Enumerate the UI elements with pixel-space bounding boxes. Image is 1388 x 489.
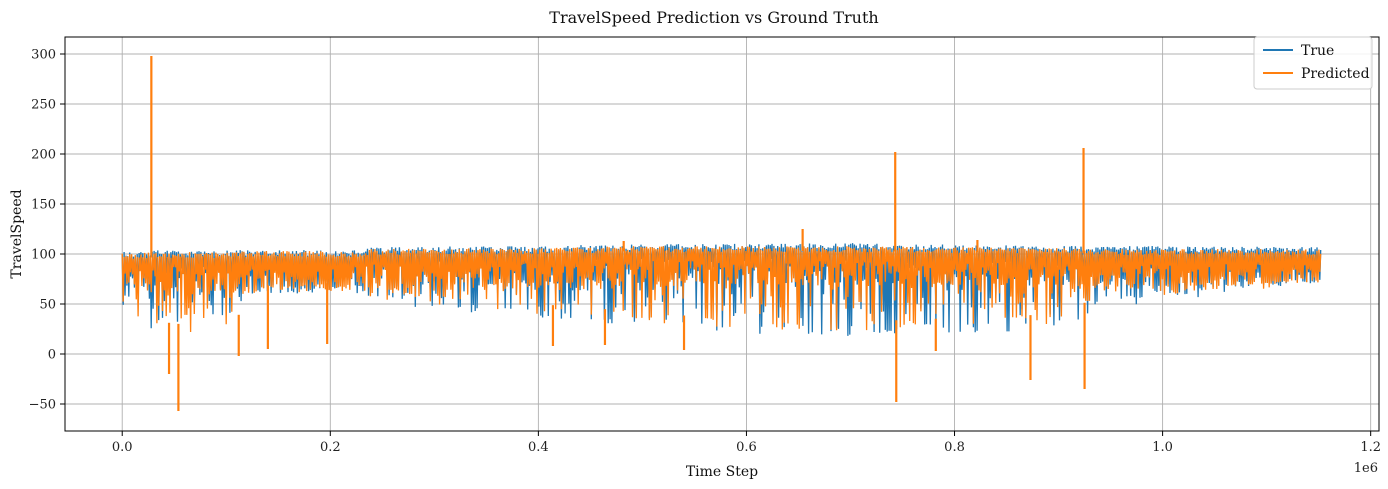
x-tick-label: 1.2 xyxy=(1360,440,1381,455)
y-tick-label: 100 xyxy=(31,248,56,263)
x-tick-label: 0.6 xyxy=(736,440,757,455)
x-axis-label: Time Step xyxy=(686,464,758,480)
x-tick-label: 0.4 xyxy=(528,440,549,455)
x-tick-label: 1.0 xyxy=(1152,440,1173,455)
y-tick-label: 150 xyxy=(31,198,56,213)
y-tick-label: 250 xyxy=(31,98,56,113)
legend-label-predicted: Predicted xyxy=(1301,66,1370,82)
y-tick-label: 0 xyxy=(48,348,56,363)
x-axis: 0.0 0.2 0.4 0.6 0.8 1.0 1.2 xyxy=(112,431,1381,455)
legend-label-true: True xyxy=(1301,43,1334,59)
y-tick-label: 300 xyxy=(31,48,56,63)
x-tick-label: 0.2 xyxy=(320,440,341,455)
y-axis-label: TravelSpeed xyxy=(9,189,25,278)
y-tick-label: 50 xyxy=(39,298,56,313)
y-axis: −50 0 50 100 150 200 250 300 xyxy=(29,48,65,413)
legend: True Predicted xyxy=(1253,36,1373,90)
series-predicted xyxy=(121,56,1322,411)
y-tick-label: 200 xyxy=(31,148,56,163)
grid xyxy=(65,37,1379,431)
y-tick-label: −50 xyxy=(29,398,56,413)
plot-frame xyxy=(64,36,1380,432)
x-tick-label: 0.8 xyxy=(944,440,965,455)
x-tick-label: 0.0 xyxy=(112,440,133,455)
plot-area xyxy=(121,56,1322,411)
chart-title: TravelSpeed Prediction vs Ground Truth xyxy=(549,8,878,27)
series-line xyxy=(121,246,1322,333)
x-axis-offset-label: 1e6 xyxy=(1354,461,1378,476)
